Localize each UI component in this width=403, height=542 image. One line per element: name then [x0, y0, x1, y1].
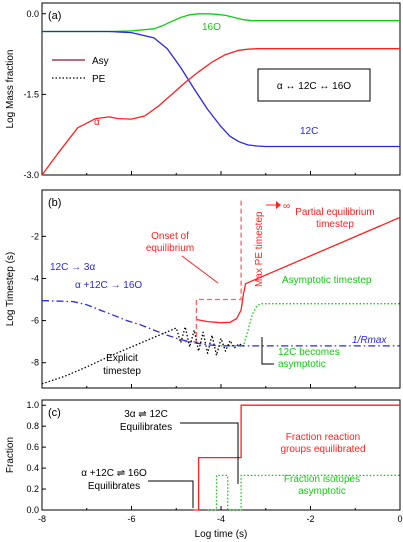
xtick-label-1: -6 [127, 514, 135, 524]
legend-asy-label: Asy [92, 56, 109, 67]
c12-to-3alpha-label: 12C → 3α [50, 262, 95, 273]
fraction-isotopes-label-1: Fraction isotopes [284, 474, 360, 485]
c12-asymptotic-label-2: asymptotic [278, 359, 326, 370]
rmax-label: 1/Rmax [352, 335, 387, 346]
fraction-groups-label-1: Fraction reaction [286, 432, 360, 443]
series-explicit-timestep [41, 326, 244, 385]
panel-a-label: (a) [48, 10, 61, 22]
onset-label-1: Onset of [151, 231, 189, 242]
xtick-label-4: 0 [397, 514, 402, 524]
triple-alpha-eq-label-2: Equilibrates [120, 422, 172, 433]
infinity-label: ∞ [283, 201, 290, 212]
series-alpha [41, 48, 400, 176]
series-asymptotic-timestep [221, 303, 400, 347]
panel-0-ytick-label-0: 0.0 [26, 9, 39, 19]
panel-c-label: (c) [48, 407, 61, 419]
xtick-label-2: -4 [217, 514, 225, 524]
asymptotic-timestep-label: Asymptotic timestep [282, 275, 372, 286]
reaction-chain-text: α ↔ 12C ↔ 16O [277, 81, 351, 92]
reaction-chain-box [257, 68, 371, 102]
x-axis-label: Log time (s) [195, 529, 248, 540]
fraction-isotopes-label-2: asymptotic [298, 486, 346, 497]
label-alpha: α [94, 117, 100, 128]
ticks-layer: 0.0-1.5-3.0-2-4-6-80.00.20.40.60.81.0-8-… [23, 9, 402, 524]
alpha-c12-to-o16-label: α +12C → 16O [75, 280, 142, 291]
panel-1-ytick-label-1: -4 [31, 273, 39, 283]
series-1-rmax [41, 299, 400, 347]
panel-b-ylabel: Log Timestep (s) [5, 252, 16, 326]
c12-asymptotic-bracket [261, 337, 274, 365]
panel-2-ytick-label-1: 0.2 [26, 484, 39, 494]
panel-c-frame [41, 399, 401, 511]
alpha-c12-eq-label-2: Equilibrates [88, 481, 140, 492]
explicit-timestep-label-1: Explicit [106, 353, 138, 364]
panel-1-ytick-label-0: -2 [31, 231, 39, 241]
panel-2-ytick-label-2: 0.4 [26, 463, 39, 473]
xtick-label-0: -8 [38, 514, 46, 524]
panel-a-ylabel: Log Mass fraction [5, 50, 16, 129]
fraction-groups-label-2: groups equilibrated [280, 444, 365, 455]
panel-2-ytick-label-5: 1.0 [26, 400, 39, 410]
panel-c-ylabel: Fraction [5, 437, 16, 473]
pe-timestep-label-2: timestep [316, 219, 354, 230]
xtick-label-3: -2 [306, 514, 314, 524]
c12-asymptotic-label-1: 12C becomes [278, 347, 340, 358]
triple-alpha-eq-label-1: 3α ⇌ 12C [124, 409, 168, 420]
panel-0-ytick-label-1: -1.5 [23, 89, 39, 99]
legend-pe-label: PE [92, 74, 106, 85]
alpha-c12-pointer [148, 480, 194, 508]
panel-b-label: (b) [48, 197, 61, 209]
series-16o [42, 13, 400, 33]
series-layer [41, 13, 401, 511]
onset-pointer [181, 255, 219, 284]
series-max-pe-timestep [185, 200, 242, 343]
explicit-timestep-label-2: timestep [103, 366, 141, 377]
label-16o: 16O [202, 22, 221, 33]
onset-label-2: equilibrium [146, 243, 194, 254]
panel-1-ytick-label-2: -6 [31, 316, 39, 326]
series-fraction-isotopes-asymptotic [207, 474, 400, 511]
panel-2-ytick-label-3: 0.6 [26, 442, 39, 452]
max-pe-timestep-label: Max PE timestep [254, 211, 265, 287]
series-partial-equilibrium-timestep [196, 216, 401, 324]
panel-2-ytick-label-0: 0.0 [26, 505, 39, 515]
triple-alpha-pointer [180, 422, 239, 484]
series-fraction-reaction-groups-equilibrated [193, 404, 400, 511]
panel-0-ytick-label-2: -3.0 [23, 170, 39, 180]
panel-2-ytick-label-4: 0.8 [26, 421, 39, 431]
legend: Asy PE [52, 56, 109, 85]
alpha-c12-eq-label-1: α +12C ⇌ 16O [81, 468, 147, 479]
series-12c [42, 30, 400, 148]
label-12c: 12C [300, 126, 318, 137]
panel-1-ytick-label-3: -8 [31, 358, 39, 368]
max-pe-arrowhead [276, 201, 281, 209]
pe-timestep-label-1: Partial equilibrium [295, 207, 374, 218]
